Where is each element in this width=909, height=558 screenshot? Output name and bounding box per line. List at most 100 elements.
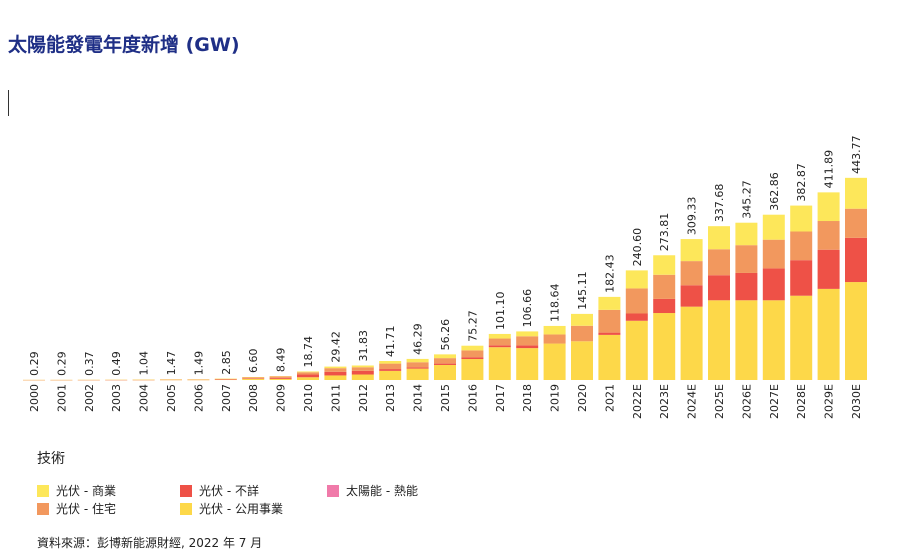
bar-segment	[324, 366, 347, 369]
legend-swatch	[37, 484, 49, 497]
bar-segment	[488, 345, 511, 348]
category-label: 2001	[55, 384, 68, 412]
total-value-label: 273.81	[658, 213, 671, 252]
category-label: 2029E	[823, 384, 836, 419]
category-label: 2005	[165, 384, 178, 412]
bar-segment	[653, 313, 676, 380]
category-label: 2010	[302, 384, 315, 412]
category-label: 2004	[138, 384, 151, 412]
stacked-bar-chart: 2000 0.29 2001 0.29 2002 0.37 2003 0.49 2004 1.04…	[23, 135, 867, 419]
legend-label: 光伏 - 住宅	[56, 502, 116, 516]
total-value-label: 411.89	[823, 150, 836, 189]
bar-segment	[790, 260, 813, 296]
total-value-label: 309.33	[686, 197, 699, 236]
category-label: 2000	[28, 384, 41, 412]
bar-segment	[598, 332, 621, 335]
bar-segment	[324, 375, 347, 380]
total-value-label: 1.49	[192, 351, 205, 376]
category-label: 2022E	[631, 384, 644, 419]
total-value-label: 0.29	[28, 351, 41, 376]
bar-segment	[817, 192, 840, 222]
total-value-label: 106.66	[521, 289, 534, 328]
bar-segment	[516, 345, 539, 349]
total-value-label: 75.27	[466, 310, 479, 342]
bar-segment	[708, 275, 730, 301]
bar-segment	[625, 288, 648, 314]
legend-item: 光伏 - 住宅	[37, 500, 116, 517]
bar-segment	[762, 214, 785, 240]
bar-segment	[351, 365, 374, 368]
bar-segment	[379, 363, 402, 370]
bar-segment	[598, 334, 621, 380]
total-value-label: 0.37	[83, 351, 96, 376]
bar-segment	[571, 341, 593, 380]
bar-segment	[680, 239, 703, 262]
bar-segment	[762, 300, 785, 380]
total-value-label: 182.43	[603, 254, 616, 293]
category-label: 2009	[275, 384, 288, 412]
category-label: 2007	[220, 384, 233, 412]
bar-segment	[543, 334, 566, 344]
bar-segment	[297, 371, 319, 373]
bar-segment	[379, 370, 402, 380]
bar-segment	[269, 376, 292, 378]
bar-segment	[845, 177, 867, 209]
category-label: 2027E	[768, 384, 781, 419]
total-value-label: 46.29	[412, 323, 425, 355]
total-value-label: 0.49	[110, 351, 123, 376]
bar-segment	[817, 288, 840, 380]
category-label: 2017	[494, 384, 507, 412]
bar-segment	[845, 282, 867, 380]
bar-segment	[680, 261, 703, 286]
bar-segment	[297, 372, 319, 375]
bar-segment	[351, 374, 374, 380]
bar-segment	[434, 358, 456, 364]
bar-segment	[817, 249, 840, 289]
bar-segment	[516, 336, 539, 346]
category-label: 2002	[83, 384, 96, 412]
bar-segment	[680, 306, 703, 380]
bar-segment	[461, 359, 484, 380]
bar-segment	[708, 300, 730, 380]
total-value-label: 118.64	[549, 283, 562, 322]
legend-swatch	[37, 502, 49, 515]
bar-segment	[488, 338, 511, 346]
total-value-label: 18.74	[302, 336, 315, 368]
bar-segment	[653, 274, 676, 299]
legend-item: 光伏 - 商業	[37, 482, 116, 499]
total-value-label: 345.27	[740, 180, 753, 219]
category-label: 2003	[110, 384, 123, 412]
bar-segment	[488, 333, 511, 339]
category-label: 2019	[549, 384, 562, 412]
legend-item: 太陽能 - 熱能	[327, 482, 418, 499]
bar-segment	[461, 357, 484, 360]
bar-segment	[269, 377, 292, 379]
total-value-label: 0.29	[55, 351, 68, 376]
legend-label: 太陽能 - 熱能	[346, 484, 418, 498]
total-value-label: 8.49	[275, 348, 288, 373]
bar-segment	[434, 364, 456, 380]
legend-item: 光伏 - 不詳	[180, 482, 259, 499]
bar-segment	[488, 347, 511, 380]
category-label: 2026E	[740, 384, 753, 419]
total-value-label: 1.04	[138, 351, 151, 376]
chart-legend: 光伏 - 商業 光伏 - 不詳 太陽能 - 熱能 光伏 - 住宅 光伏 - 公用事業	[37, 482, 497, 522]
bar-segment	[625, 320, 648, 380]
bar-segment	[297, 374, 319, 378]
bar-segment	[324, 368, 347, 372]
bar-segment	[571, 313, 593, 326]
bar-segment	[680, 285, 703, 307]
total-value-label: 240.60	[631, 228, 644, 267]
chart-title: 太陽能發電年度新增 (GW)	[8, 34, 240, 56]
legend-label: 光伏 - 不詳	[199, 484, 259, 498]
bar-segment	[845, 237, 867, 283]
bar-segment	[598, 296, 621, 310]
bar-segment	[297, 377, 319, 380]
category-label: 2025E	[713, 384, 726, 419]
total-value-label: 29.42	[329, 331, 342, 363]
total-value-label: 337.68	[713, 184, 726, 223]
category-label: 2015	[439, 384, 452, 412]
bar-segment	[735, 272, 758, 301]
total-value-label: 382.87	[795, 163, 808, 202]
bar-segment	[242, 378, 265, 379]
